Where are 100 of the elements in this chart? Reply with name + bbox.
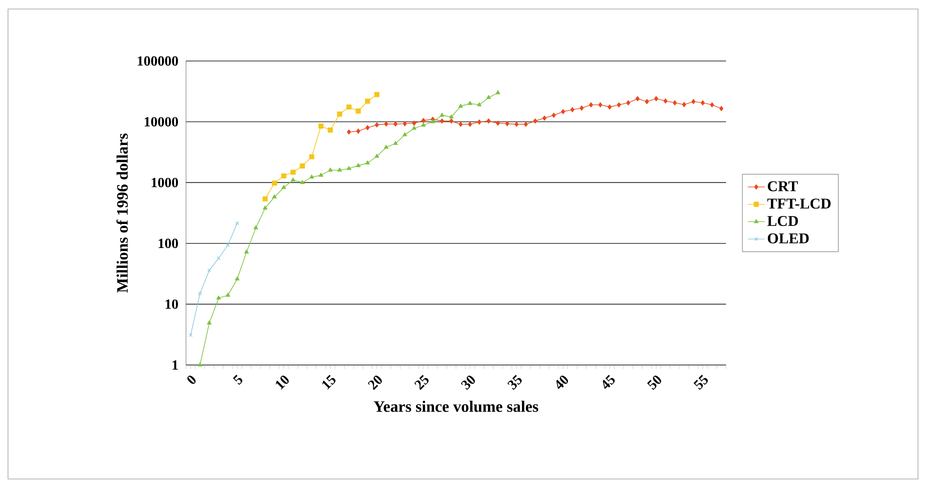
point <box>318 172 324 177</box>
point <box>393 140 398 145</box>
point <box>672 100 677 106</box>
point <box>365 98 370 104</box>
point <box>216 256 220 260</box>
y-tick-label: 1 <box>172 360 178 370</box>
point <box>430 119 435 124</box>
point <box>356 163 360 168</box>
point <box>449 118 454 124</box>
point <box>216 296 221 300</box>
point <box>710 102 714 108</box>
point <box>366 125 370 130</box>
point <box>346 166 352 170</box>
x-tick-label: 20 <box>368 376 382 390</box>
point <box>700 100 705 106</box>
x-tick-label: 30 <box>460 376 475 390</box>
point <box>356 108 361 114</box>
x-tick-label: 55 <box>694 374 708 390</box>
y-tick-label: 1000 <box>152 178 178 188</box>
point <box>207 320 212 324</box>
point <box>318 124 324 129</box>
point <box>374 92 380 98</box>
point <box>691 99 696 104</box>
point <box>402 121 407 126</box>
point <box>272 180 277 186</box>
point <box>570 107 574 112</box>
point <box>542 116 546 121</box>
point <box>254 225 258 230</box>
point <box>384 144 388 149</box>
point <box>365 160 370 164</box>
point <box>300 163 305 168</box>
point <box>533 118 538 124</box>
point <box>328 168 333 172</box>
point <box>608 104 612 110</box>
point <box>496 120 500 126</box>
point <box>440 112 444 117</box>
point <box>421 118 426 124</box>
point <box>356 128 360 134</box>
point <box>458 104 463 108</box>
point <box>589 102 594 108</box>
point <box>309 154 314 160</box>
point <box>458 122 463 127</box>
point <box>226 292 230 297</box>
point <box>477 120 482 125</box>
y-tick-label: 100000 <box>138 56 178 66</box>
point <box>290 178 296 182</box>
point <box>552 112 556 118</box>
point <box>598 102 602 108</box>
point <box>682 102 686 108</box>
point <box>636 96 640 102</box>
x-tick-label: 10 <box>276 376 289 390</box>
point <box>524 122 528 127</box>
point <box>262 206 268 210</box>
x-tick-label: 40 <box>556 376 568 389</box>
point <box>505 121 510 126</box>
point <box>654 96 658 102</box>
point <box>580 106 584 111</box>
point <box>477 102 482 106</box>
point <box>384 121 388 127</box>
point <box>561 109 566 114</box>
y-axis-title: Millions of 1996 dollars <box>116 133 128 293</box>
point <box>234 276 240 280</box>
point <box>412 126 416 130</box>
point <box>440 118 444 124</box>
x-tick-label: 50 <box>647 376 662 390</box>
point <box>290 170 296 175</box>
point <box>496 90 500 94</box>
point <box>486 95 491 100</box>
point <box>412 120 416 126</box>
point <box>207 268 212 272</box>
point <box>468 122 472 127</box>
legend-label: CRT <box>768 181 798 192</box>
x-tick-label: 0 <box>187 376 196 384</box>
y-tick-label: 10000 <box>144 117 178 126</box>
point <box>374 154 380 158</box>
point <box>337 168 342 172</box>
point <box>272 194 277 198</box>
point <box>300 180 305 184</box>
point <box>644 99 649 104</box>
legend-label: TFT-LCD <box>767 198 831 209</box>
point <box>346 104 352 110</box>
point <box>402 132 408 136</box>
point <box>198 362 202 366</box>
point <box>346 129 351 135</box>
point <box>337 112 342 117</box>
point <box>468 100 472 105</box>
x-tick-label: 25 <box>414 374 429 390</box>
point <box>328 128 333 133</box>
point <box>449 114 454 118</box>
point <box>421 122 426 127</box>
point <box>309 174 314 179</box>
point <box>719 106 724 112</box>
y-tick-label: 10 <box>166 299 178 309</box>
point <box>626 100 630 106</box>
point <box>486 118 491 124</box>
point <box>244 250 249 254</box>
x-axis-title: Years since volume sales <box>374 400 538 412</box>
x-tick-label: 5 <box>232 374 242 385</box>
point <box>374 122 379 128</box>
point <box>282 184 286 189</box>
